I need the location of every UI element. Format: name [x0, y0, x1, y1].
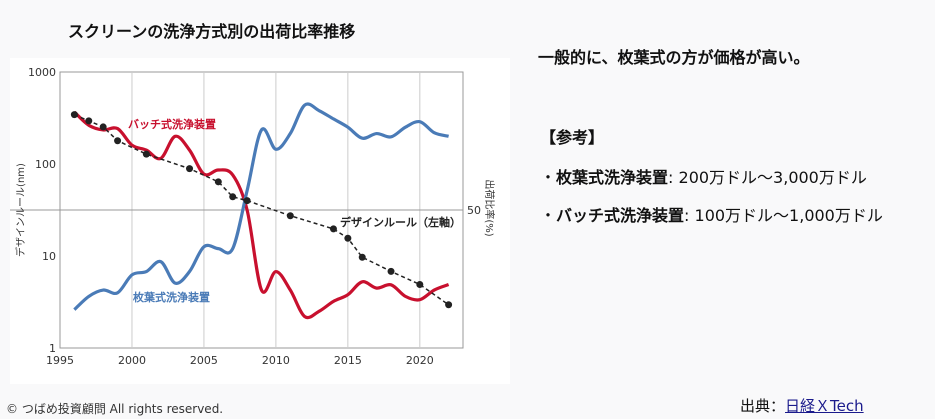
data-point-rule — [344, 234, 352, 242]
y-tick-label-right: 50 — [467, 204, 481, 217]
headline: 一般的に、枚葉式の方が価格が高い。 — [538, 48, 810, 67]
x-tick-label: 2005 — [190, 354, 218, 367]
reference-item-single: ・枚葉式洗浄装置: 200万ドル～3,000万ドル — [540, 164, 867, 188]
data-point-rule — [387, 267, 395, 275]
y-axis-right-label: 出荷比率(%) — [483, 179, 496, 236]
y-tick-label-left: 1 — [49, 342, 56, 355]
x-tick-label: 2015 — [334, 354, 362, 367]
data-point-rule — [229, 193, 237, 201]
reference-item-name: バッチ式洗浄装置 — [556, 206, 685, 225]
source: 出典：日経ＸTech — [740, 395, 864, 416]
data-point-rule — [214, 178, 222, 186]
data-point-rule — [99, 123, 107, 131]
series-line-rule — [74, 113, 450, 306]
data-point-rule — [114, 137, 122, 145]
reference-title: 【参考】 — [540, 128, 605, 147]
y-tick-label-left: 100 — [35, 158, 56, 171]
data-point-rule — [445, 301, 453, 309]
data-point-rule — [416, 281, 424, 289]
data-point-rule — [358, 253, 366, 261]
data-point-rule — [243, 197, 251, 205]
series-line-batch — [73, 110, 450, 320]
chart-svg: 1995 2000 2005 2010 2015 2020 1000 100 10 1 50 バッチ… — [10, 66, 496, 367]
series-label-single: 枚葉式洗浄装置 — [133, 290, 210, 304]
y-tick-label-left: 10 — [42, 250, 56, 263]
x-tick-label: 2010 — [262, 354, 290, 367]
y-axis-left-label: デザインルール(nm) — [14, 163, 27, 257]
data-point-rule — [85, 117, 93, 125]
reference-item-batch: ・バッチ式洗浄装置: 100万ドル～1,000万ドル — [540, 202, 883, 226]
data-point-rule — [142, 150, 150, 158]
data-point-rule — [70, 111, 78, 119]
x-tick-label: 2000 — [118, 354, 146, 367]
chart: 1995 2000 2005 2010 2015 2020 1000 100 10 1 50 バッチ… — [10, 58, 510, 384]
reference-item-value: : 200万ドル～3,000万ドル — [668, 168, 867, 187]
x-tick-label: 2020 — [406, 354, 434, 367]
series-line-single — [73, 102, 449, 311]
chart-title: スクリーンの洗浄方式別の出荷比率推移 — [68, 22, 356, 41]
y-tick-label-left: 1000 — [28, 66, 56, 79]
series-label-rule: デザインルール（左軸） — [340, 215, 461, 229]
data-point-rule — [329, 225, 337, 233]
grid: 1995 2000 2005 2010 2015 2020 1000 100 10 1 50 — [10, 66, 481, 367]
x-tick-label: 1995 — [46, 354, 74, 367]
reference-item-value: : 100万ドル～1,000万ドル — [684, 206, 883, 225]
bullet: ・ — [540, 168, 557, 187]
data-point-rule — [186, 165, 194, 173]
source-link[interactable]: 日経ＸTech — [785, 397, 864, 415]
copyright: © つばめ投資顧問 All rights reserved. — [6, 402, 224, 416]
source-label: 出典： — [740, 397, 786, 415]
series-label-batch: バッチ式洗浄装置 — [128, 117, 216, 131]
bullet: ・ — [540, 206, 557, 225]
data-point-rule — [286, 212, 294, 220]
reference-item-name: 枚葉式洗浄装置 — [556, 168, 669, 187]
